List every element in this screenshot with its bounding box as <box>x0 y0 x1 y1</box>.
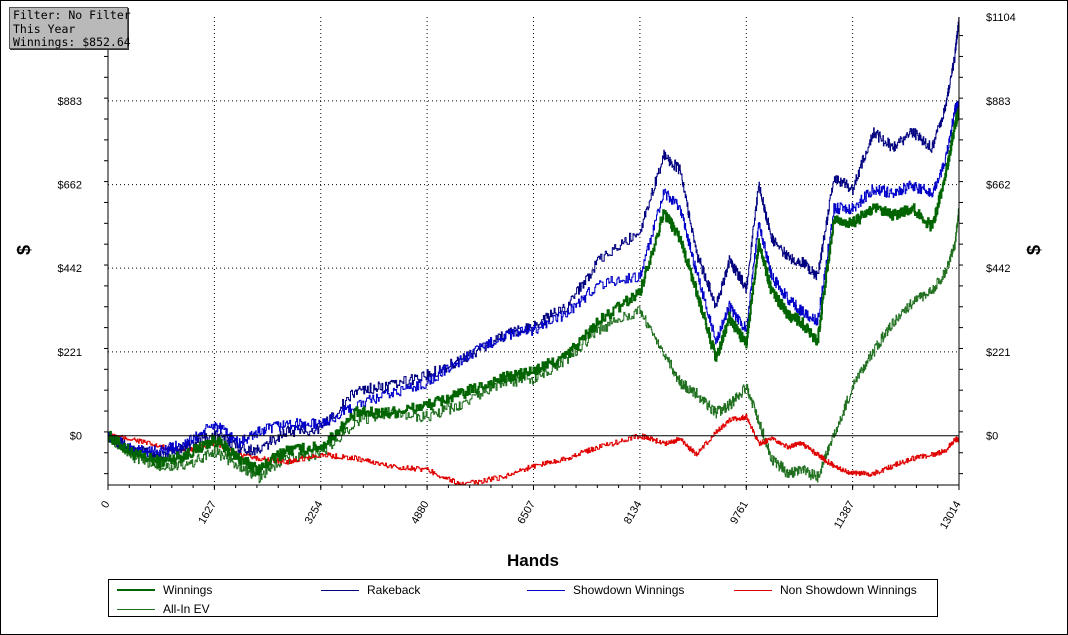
y-tick-label-right: $442 <box>986 263 1010 275</box>
legend-label: Showdown Winnings <box>573 583 685 597</box>
y-tick-label-left: $442 <box>58 263 82 275</box>
legend-item-showdown-winnings: Showdown Winnings <box>527 583 684 597</box>
legend-swatch-all-in-ev <box>117 608 155 610</box>
x-tick-label: 3254 <box>303 499 326 526</box>
legend-item-all-in-ev: All-In EV <box>117 602 210 616</box>
series-line-all-in-ev <box>108 208 959 484</box>
series-line-winnings <box>108 107 959 476</box>
y-tick-label-right: $662 <box>986 180 1010 192</box>
series-line-rakeback <box>108 17 959 460</box>
y-tick-label-left: $883 <box>58 96 82 108</box>
series-group <box>108 17 959 485</box>
x-tick-label: 1627 <box>196 499 219 526</box>
legend-item-non-showdown-winnings: Non Showdown Winnings <box>734 583 917 597</box>
x-tick-label: 11387 <box>832 499 857 531</box>
x-tick-label: 13014 <box>938 499 964 531</box>
y-tick-label-right: $221 <box>986 347 1010 359</box>
y-tick-label-right: $1104 <box>986 12 1016 24</box>
filter-info-box: Filter: No Filter This Year Winnings: $8… <box>9 7 131 49</box>
winnings-text: Winnings: $852.64 <box>13 35 131 49</box>
legend-label: Non Showdown Winnings <box>780 583 917 597</box>
y-axis-label-left: $ <box>14 245 34 255</box>
y-tick-label-right: $0 <box>986 431 998 443</box>
x-axis-label: Hands <box>507 551 559 570</box>
y-tick-label-left: $662 <box>58 180 82 192</box>
x-tick-label: 6507 <box>515 499 538 526</box>
x-tick-label: 8134 <box>622 499 645 526</box>
legend-item-rakeback: Rakeback <box>321 583 420 597</box>
grid-lines <box>108 17 959 485</box>
legend-swatch-winnings <box>117 589 155 591</box>
x-tick-label: 0 <box>99 499 112 510</box>
y-tick-label-right: $883 <box>986 96 1010 108</box>
series-line-non-showdown-winnings <box>108 413 959 485</box>
y-axis-label-right: $ <box>1024 245 1044 255</box>
chart-legend: Winnings Rakeback Showdown Winnings Non … <box>108 579 938 617</box>
y-tick-label-left: $0 <box>70 431 82 443</box>
legend-swatch-showdown-winnings <box>527 589 565 591</box>
series-line-showdown-winnings <box>108 100 959 457</box>
filter-text: Filter: No Filter <box>13 8 131 22</box>
period-text: This Year <box>13 21 76 36</box>
legend-label: All-In EV <box>163 602 210 616</box>
legend-label: Rakeback <box>367 583 421 597</box>
legend-swatch-non-showdown-winnings <box>734 589 772 591</box>
y-tick-label-left: $221 <box>58 347 82 359</box>
axes-group <box>104 17 963 490</box>
x-tick-label: 4880 <box>409 499 432 526</box>
legend-swatch-rakeback <box>321 589 359 591</box>
x-tick-label: 9761 <box>728 499 751 526</box>
legend-label: Winnings <box>163 583 213 597</box>
legend-item-winnings: Winnings <box>117 583 212 597</box>
tick-labels-group: 0 1627 3254 4880 6507 8134 9761 11387 13014 $0 $22… <box>58 12 1016 532</box>
